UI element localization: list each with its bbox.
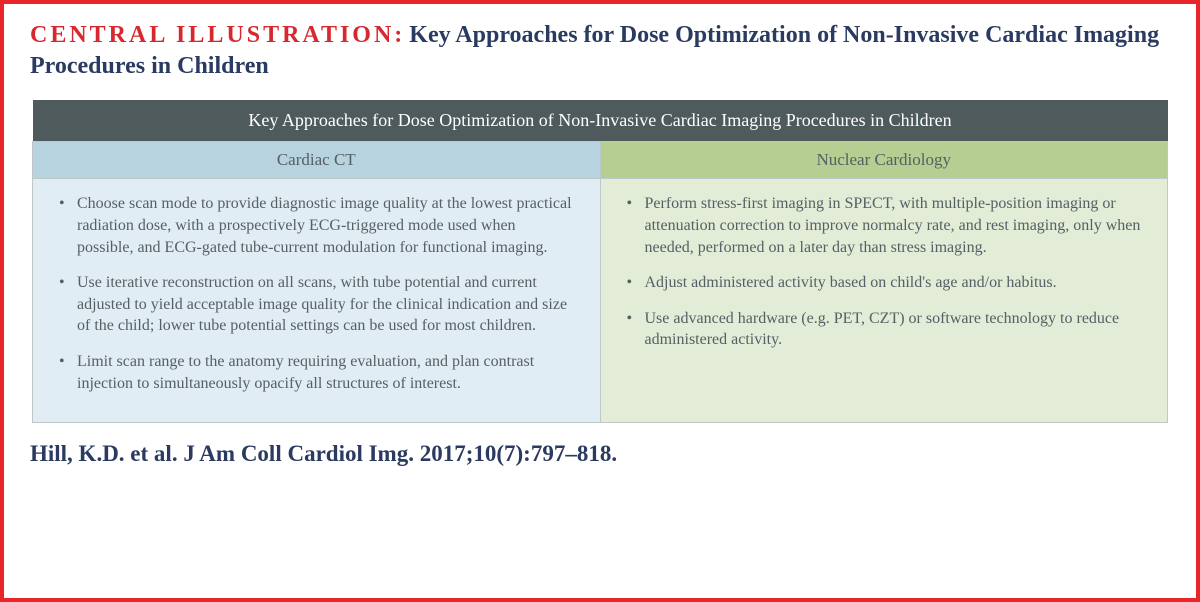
list-item: Use advanced hardware (e.g. PET, CZT) or… [627, 308, 1142, 351]
nc-bullet-list: Perform stress-first imaging in SPECT, w… [627, 193, 1142, 351]
list-item: Limit scan range to the anatomy requirin… [59, 351, 574, 394]
approaches-table: Key Approaches for Dose Optimization of … [32, 100, 1168, 423]
list-item: Adjust administered activity based on ch… [627, 272, 1142, 294]
list-item: Use iterative reconstruction on all scan… [59, 272, 574, 337]
ct-body-cell: Choose scan mode to provide diagnostic i… [33, 179, 601, 423]
table-title: Key Approaches for Dose Optimization of … [33, 100, 1168, 142]
table-container: Key Approaches for Dose Optimization of … [32, 100, 1168, 423]
list-item: Choose scan mode to provide diagnostic i… [59, 193, 574, 258]
citation-text: Hill, K.D. et al. J Am Coll Cardiol Img.… [4, 423, 1196, 467]
column-header-ct: Cardiac CT [33, 142, 601, 179]
figure-frame: CENTRAL ILLUSTRATION: Key Approaches for… [0, 0, 1200, 602]
nc-body-cell: Perform stress-first imaging in SPECT, w… [600, 179, 1168, 423]
list-item: Perform stress-first imaging in SPECT, w… [627, 193, 1142, 258]
figure-label: CENTRAL ILLUSTRATION: [30, 22, 405, 48]
column-header-nc: Nuclear Cardiology [600, 142, 1168, 179]
ct-bullet-list: Choose scan mode to provide diagnostic i… [59, 193, 574, 394]
figure-header: CENTRAL ILLUSTRATION: Key Approaches for… [4, 4, 1196, 100]
